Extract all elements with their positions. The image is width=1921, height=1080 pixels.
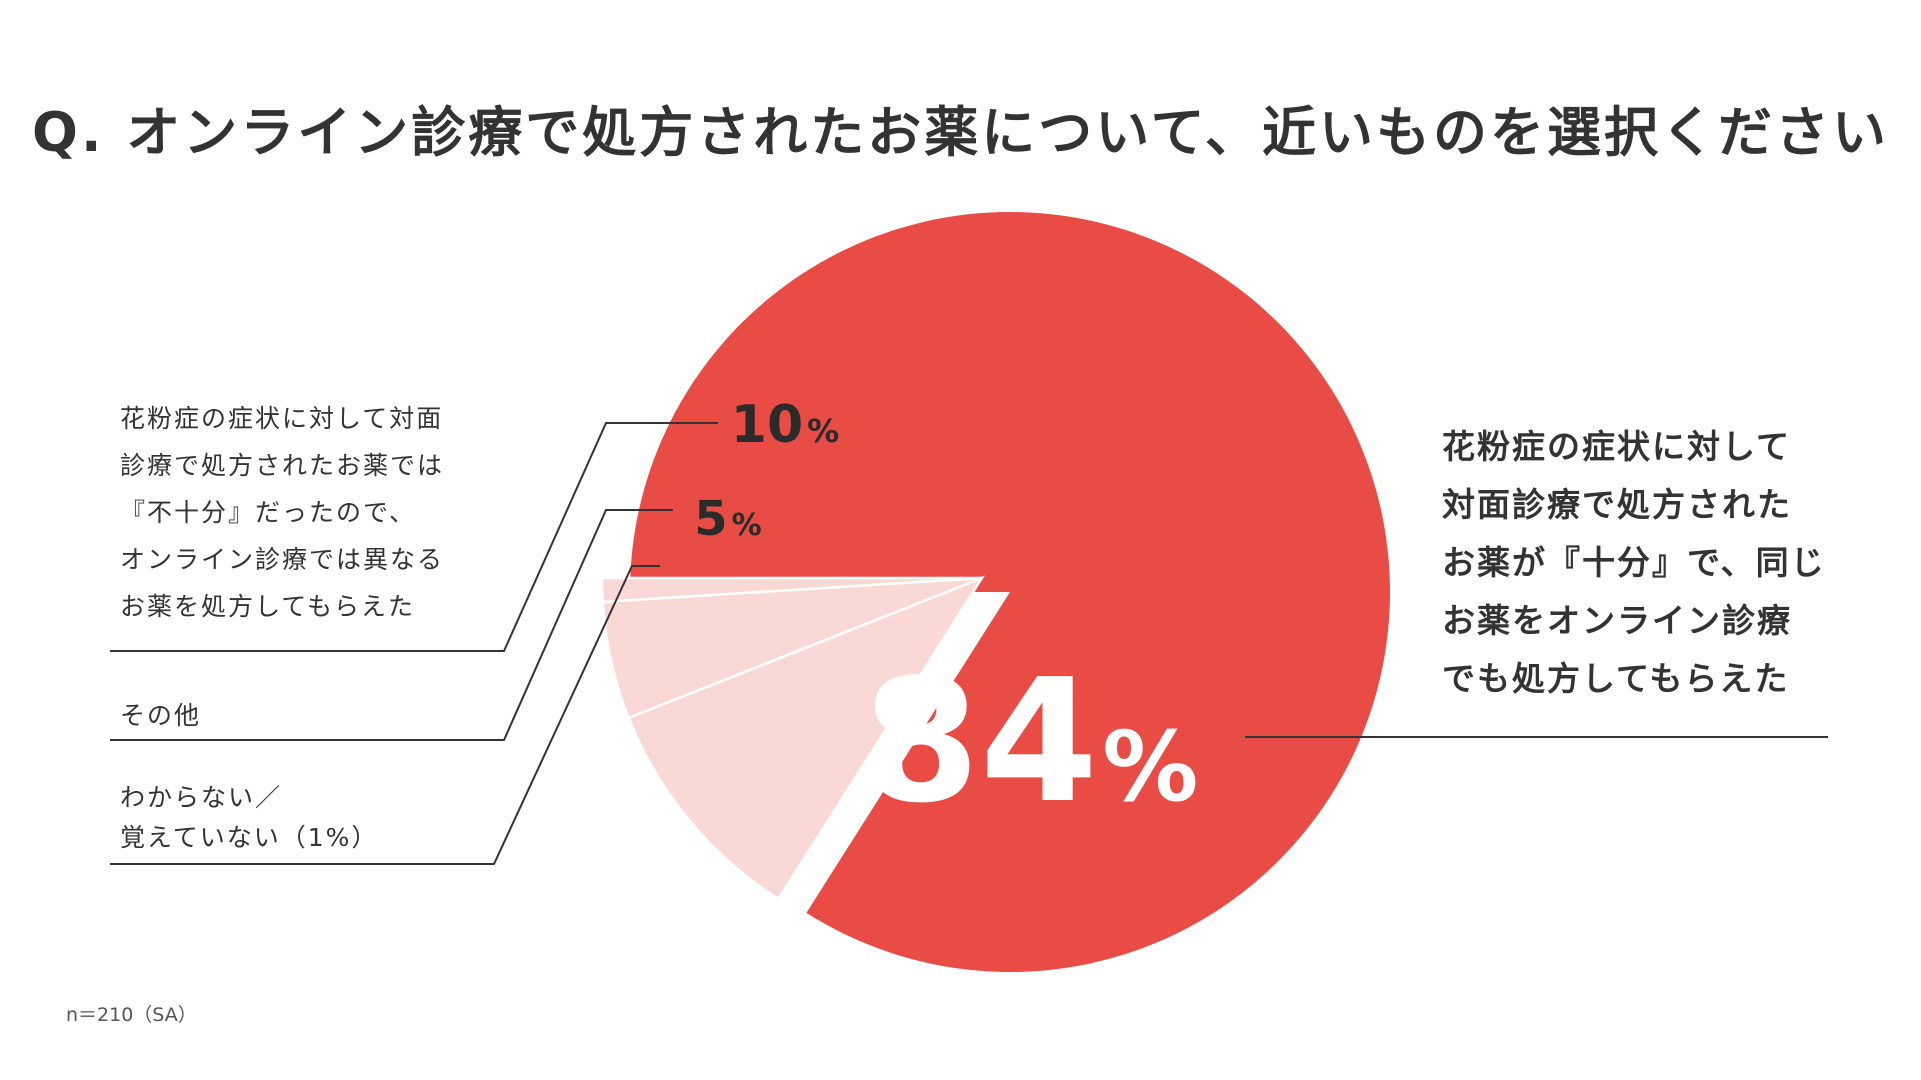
callout-label-main: 花粉症の症状に対して対面診療で処方されたお薬が『十分』で、同じお薬をオンライン診… <box>1442 427 1826 698</box>
leader-lines <box>110 422 1828 865</box>
pie-slice <box>627 575 986 901</box>
pie-slices <box>600 211 1390 973</box>
leader-line-fourth <box>110 565 660 865</box>
value-label-third: 5% <box>694 491 761 547</box>
value-label-second: 10% <box>731 395 839 455</box>
callout-label-second: 花粉症の症状に対して対面診療で処方されたお薬では『不十分』だったので、オンライン… <box>120 404 444 621</box>
value-label-main: 84% <box>862 643 1199 841</box>
callout-labels: 花粉症の症状に対して対面診療で処方されたお薬が『十分』で、同じお薬をオンライン診… <box>120 404 1826 852</box>
sample-note: n＝210（SA） <box>66 1004 197 1026</box>
leader-line-third <box>110 509 673 741</box>
callout-label-third: その他 <box>120 701 201 730</box>
pie-slice <box>600 576 983 604</box>
leader-line-second <box>110 422 718 652</box>
callout-label-fourth: わからない／覚えていない（1%） <box>120 783 378 852</box>
value-labels: 84% 10 % 5% <box>694 395 1198 841</box>
chart-title: Q. オンライン診療で処方されたお薬について、近いものを選択ください <box>32 101 1889 164</box>
pie-slice <box>630 211 1390 973</box>
